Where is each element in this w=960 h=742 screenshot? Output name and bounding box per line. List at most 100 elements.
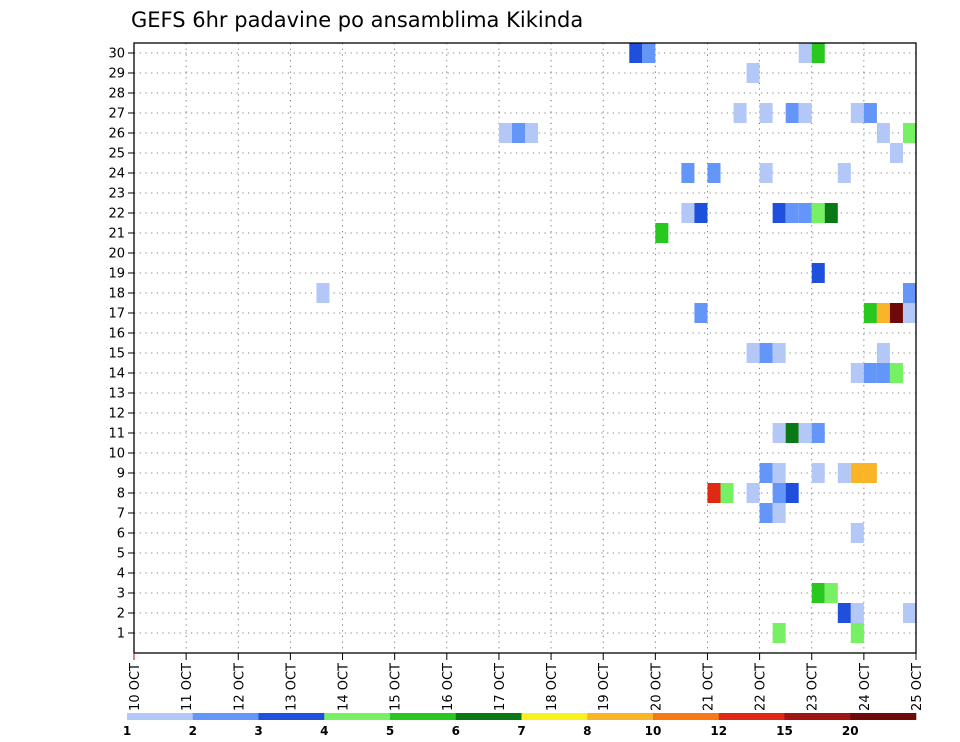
colorbar-label: 1 <box>123 724 131 738</box>
precip-cell <box>772 463 786 483</box>
precip-cell <box>798 203 812 223</box>
y-tick-label: 28 <box>108 87 125 102</box>
y-tick-label: 14 <box>108 367 125 382</box>
precip-cell <box>746 343 760 363</box>
precip-cell <box>655 223 669 243</box>
y-tick-label: 25 <box>108 147 125 162</box>
y-tick-label: 26 <box>108 127 125 142</box>
precip-cell <box>759 463 773 483</box>
precip-cell <box>863 303 877 323</box>
precip-cell <box>707 483 721 503</box>
precip-cell <box>707 163 721 183</box>
colorbar-label: 15 <box>776 724 793 738</box>
x-tick-label: 18 OCT <box>545 663 560 711</box>
y-tick-label: 22 <box>108 207 125 222</box>
precip-cell <box>824 203 838 223</box>
precip-cell <box>863 103 877 123</box>
colorbar-label: 5 <box>386 724 394 738</box>
x-tick-label: 19 OCT <box>597 663 612 711</box>
precip-cell <box>837 603 851 623</box>
x-tick-label: 23 OCT <box>806 663 821 711</box>
precip-cell <box>772 343 786 363</box>
x-tick-label: 11 OCT <box>180 663 195 711</box>
precip-cell <box>785 423 799 443</box>
y-axis: 1234567891011121314151617181920212223242… <box>108 47 134 642</box>
x-tick-label: 16 OCT <box>441 663 456 711</box>
precip-cell <box>498 123 512 143</box>
x-tick-label: 17 OCT <box>493 663 508 711</box>
precip-cell <box>772 623 786 643</box>
precip-cell <box>694 303 708 323</box>
y-tick-label: 19 <box>108 267 125 282</box>
colorbar-label: 4 <box>320 724 328 738</box>
colorbar-swatch <box>258 713 325 720</box>
precip-cell <box>772 483 786 503</box>
precip-cell <box>694 203 708 223</box>
x-tick-label: 10 OCT <box>128 663 143 711</box>
colorbar-label: 6 <box>452 724 460 738</box>
x-tick-label: 14 OCT <box>337 663 352 711</box>
colorbar-label: 12 <box>710 724 727 738</box>
precip-cell <box>850 463 864 483</box>
x-tick-label: 22 OCT <box>754 663 769 711</box>
y-tick-label: 24 <box>108 167 125 182</box>
y-tick-label: 9 <box>117 467 125 482</box>
precip-cell <box>720 483 734 503</box>
precip-cell <box>902 123 916 143</box>
precip-cell <box>759 163 773 183</box>
x-axis: 10 OCT 11 OCT 12 OCT 13 OCT 14 OCT 15 OCT 16 O… <box>128 653 925 711</box>
precip-cell <box>850 623 864 643</box>
y-tick-label: 30 <box>108 47 125 62</box>
y-tick-label: 29 <box>108 67 125 82</box>
precip-cell <box>850 603 864 623</box>
plot-frame <box>133 42 917 654</box>
y-tick-label: 18 <box>108 287 125 302</box>
precip-cell <box>876 363 890 383</box>
x-tick-label: 15 OCT <box>389 663 404 711</box>
precip-cell <box>681 203 695 223</box>
precip-cell <box>629 43 643 63</box>
precip-cell <box>811 423 825 443</box>
precip-cell <box>811 583 825 603</box>
precip-cell <box>811 263 825 283</box>
y-tick-label: 2 <box>117 607 125 622</box>
precip-cell <box>902 303 916 323</box>
precip-cell <box>889 363 903 383</box>
precip-cell <box>746 483 760 503</box>
colorbar-swatch <box>784 713 851 720</box>
precip-cell <box>850 363 864 383</box>
precip-cell <box>785 483 799 503</box>
precip-cell <box>798 103 812 123</box>
colorbar-swatch <box>324 713 391 720</box>
colorbar-swatch <box>521 713 588 720</box>
precip-cell <box>759 503 773 523</box>
y-tick-label: 4 <box>117 567 125 582</box>
x-tick-label: 12 OCT <box>232 663 247 711</box>
grid-lines <box>134 43 916 653</box>
precip-cell <box>798 423 812 443</box>
precip-cell <box>811 43 825 63</box>
precip-cell <box>746 63 760 83</box>
precip-cell <box>316 283 330 303</box>
precip-cell <box>837 163 851 183</box>
colorbar-swatch <box>850 713 917 720</box>
colorbar-label: 3 <box>254 724 262 738</box>
colorbar-swatch <box>718 713 785 720</box>
y-tick-label: 20 <box>108 247 125 262</box>
y-tick-label: 8 <box>117 487 125 502</box>
y-tick-label: 5 <box>117 547 125 562</box>
y-tick-label: 21 <box>108 227 125 242</box>
y-tick-label: 11 <box>108 427 125 442</box>
precip-cell <box>876 303 890 323</box>
y-tick-label: 12 <box>108 407 125 422</box>
colorbar-swatch <box>653 713 720 720</box>
y-tick-label: 27 <box>108 107 125 122</box>
y-tick-label: 23 <box>108 187 125 202</box>
colorbar-label: 20 <box>842 724 859 738</box>
precip-cell <box>811 463 825 483</box>
colorbar-swatch <box>127 713 194 720</box>
colorbar-label: 8 <box>583 724 591 738</box>
precip-cell <box>824 583 838 603</box>
precip-cell <box>733 103 747 123</box>
